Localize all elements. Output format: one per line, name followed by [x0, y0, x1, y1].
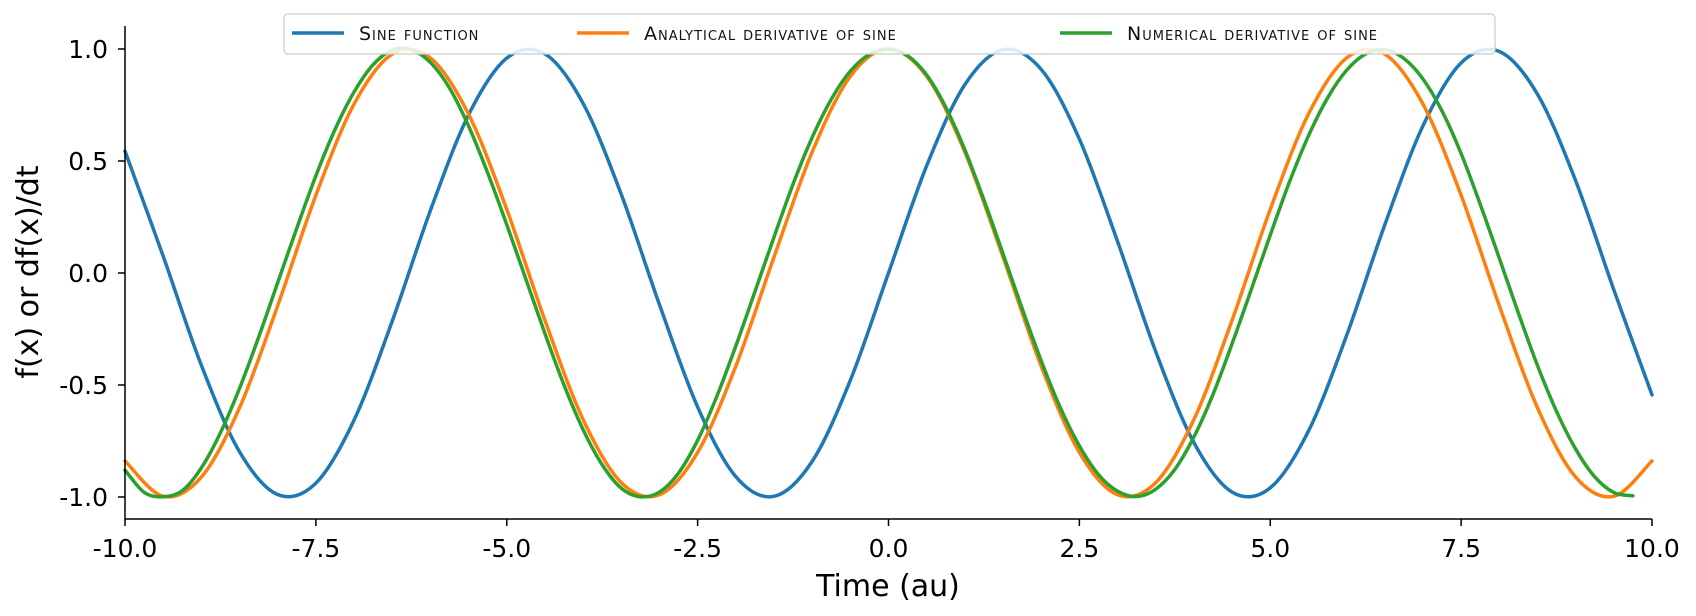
- x-tick-label: -7.5: [291, 534, 340, 563]
- y-tick-label: 0.5: [68, 147, 108, 176]
- legend-item-sine: Sine function: [292, 23, 479, 45]
- legend: Sine function Analytical derivative of si…: [283, 13, 1496, 55]
- x-tick-label: -10.0: [93, 534, 158, 563]
- legend-label: Analytical derivative of sine: [644, 23, 897, 45]
- legend-label: Numerical derivative of sine: [1127, 23, 1378, 45]
- y-axis-title: f(x) or df(x)/dt: [11, 165, 46, 378]
- x-tick-label: 0.0: [869, 534, 909, 563]
- x-axis-title: Time (au): [815, 569, 960, 604]
- legend-label: Sine function: [359, 23, 479, 45]
- series-layer: [123, 46, 1654, 499]
- sine-function-line: [123, 47, 1654, 499]
- y-tick-label: -1.0: [59, 483, 108, 512]
- x-tick-label: -2.5: [673, 534, 722, 563]
- y-tick-label: 0.0: [68, 259, 108, 288]
- legend-item-numerical: Numerical derivative of sine: [1060, 23, 1378, 45]
- x-tick-label: 7.5: [1441, 534, 1481, 563]
- x-tick-label: 10.0: [1624, 534, 1680, 563]
- y-tick-label: -0.5: [59, 371, 108, 400]
- legend-frame: [283, 13, 1496, 55]
- y-tick-label: 1.0: [68, 35, 108, 64]
- legend-item-analytical: Analytical derivative of sine: [577, 23, 897, 45]
- x-tick-label: 5.0: [1250, 534, 1290, 563]
- x-tick-label: 2.5: [1059, 534, 1099, 563]
- x-ticks: -10.0 -7.5 -5.0 -2.5 0.0 2.5 5.0 7.5 10.0: [93, 519, 1680, 563]
- x-tick-label: -5.0: [482, 534, 531, 563]
- y-ticks: -1.0 -0.5 0.0 0.5 1.0: [59, 35, 125, 512]
